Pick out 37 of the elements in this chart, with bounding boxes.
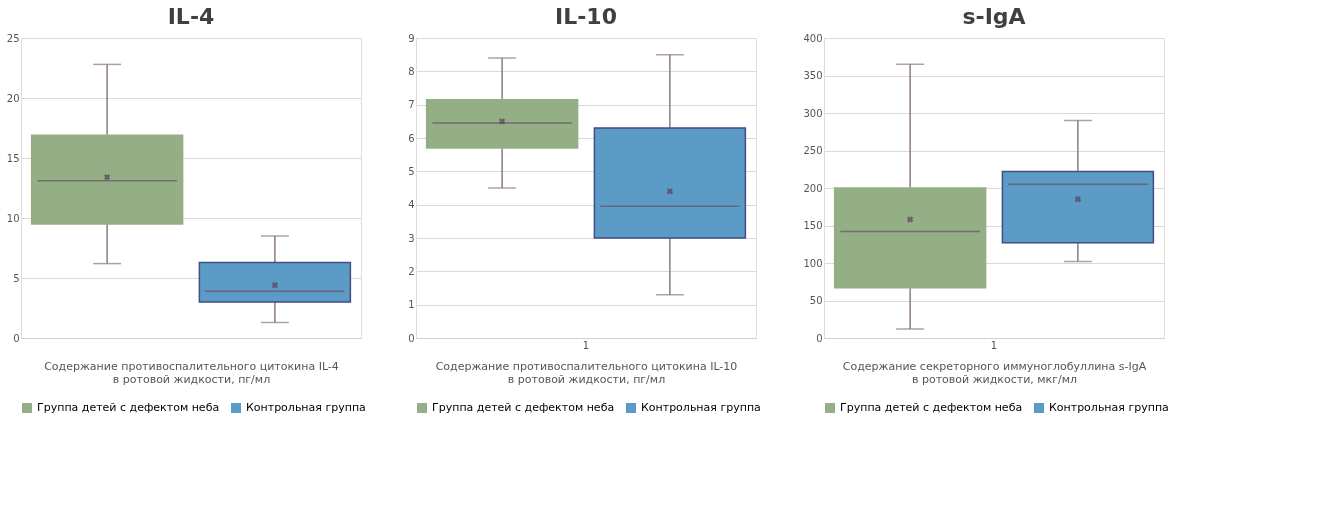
y-tick-label: 0 [408,332,415,344]
y-tick-label: 15 [6,152,20,164]
y-tick-label: 300 [803,107,823,119]
legend-label: Контрольная группа [246,401,366,414]
y-tick-label: 5 [13,272,20,284]
y-tick-label: 200 [803,182,823,194]
y-tick-label: 5 [408,165,415,177]
y-tick-label: 25 [6,32,20,44]
y-tick-label: 400 [803,32,823,44]
y-tick-label: 350 [803,70,823,81]
legend-label: Контрольная группа [641,401,761,414]
y-tick-label: 1 [408,299,415,311]
y-tick-label: 0 [816,332,823,344]
y-tick-label: 7 [408,99,415,111]
x-axis-title: Содержание противоспалительного цитокина IL-10 в ротовой жидкости, пг/мл [435,359,738,386]
y-tick-label: 10 [6,212,20,224]
x-axis-title: Содержание противоспалительного цитокина IL-4 в ротовой жидкости, пг/мл [44,359,339,386]
y-tick-label: 250 [803,145,823,156]
y-tick-label: 9 [408,32,415,44]
legend-label: Группа детей с дефектом неба [432,401,615,414]
y-tick-label: 3 [408,232,415,244]
x-axis-title: Содержание секреторного иммуноглобуллина s-IgA в ротовой жидкости, мкг/мл [842,359,1147,386]
y-tick-label: 100 [803,257,823,269]
legend-label: Группа детей с дефектом неба [840,401,1023,414]
y-tick-label: 20 [6,92,20,104]
chart-title: IL-4 [167,4,215,29]
chart-title: s-IgA [962,4,1026,29]
chart-title: IL-10 [555,4,617,29]
legend-label: Группа детей с дефектом неба [37,401,220,414]
legend-label: Контрольная группа [1049,401,1169,414]
y-tick-label: 4 [408,199,415,211]
y-tick-label: 150 [803,220,823,231]
y-tick-label: 8 [408,65,415,77]
y-tick-label: 0 [13,332,20,344]
y-tick-label: 50 [809,295,823,306]
y-tick-label: 6 [408,132,415,144]
y-tick-label: 2 [408,265,415,277]
